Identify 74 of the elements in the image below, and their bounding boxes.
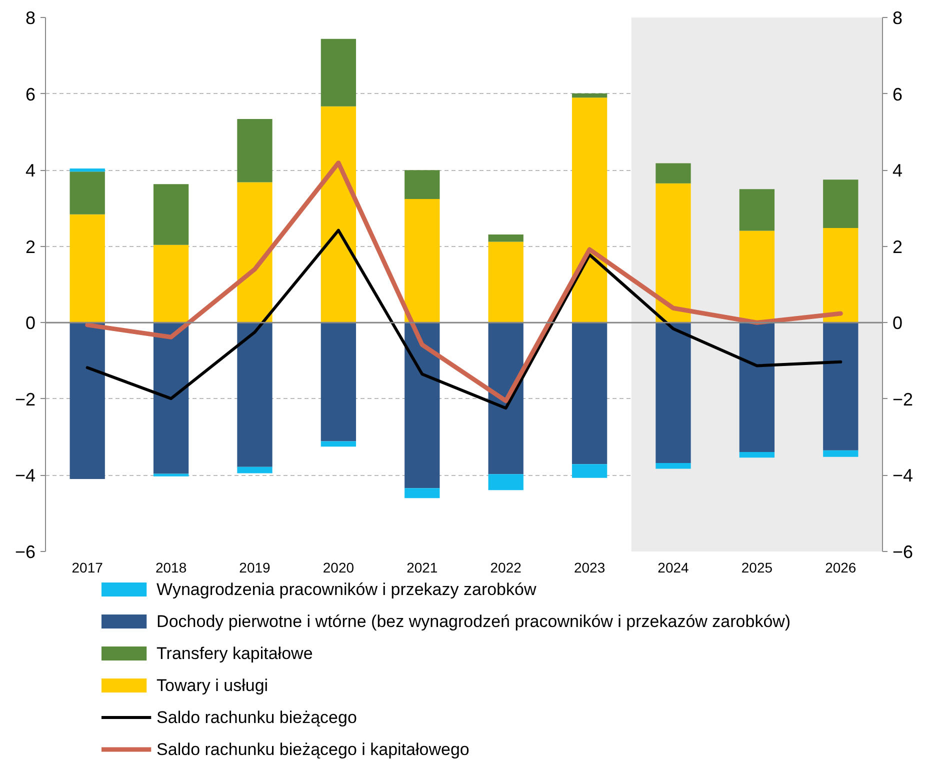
bar: [70, 322, 105, 480]
bar: [656, 463, 691, 469]
bar: [70, 214, 105, 323]
y-tick-label: 0: [25, 313, 36, 334]
y-tick-label: −6: [14, 542, 36, 562]
bar: [656, 183, 691, 323]
bar: [237, 182, 272, 323]
y-tick-label: 8: [25, 8, 36, 28]
y-tick-label: 4: [25, 160, 36, 181]
bar: [320, 441, 356, 447]
x-tick-label: 2023: [574, 560, 606, 576]
x-tick-label: 2020: [322, 560, 354, 576]
bar: [320, 322, 356, 442]
y2-tick-label: −2: [892, 389, 914, 410]
y2-tick-label: 8: [892, 8, 903, 28]
bar: [488, 322, 524, 474]
x-tick-label: 2017: [72, 560, 104, 576]
legend-label: Saldo rachunku bieżącego: [156, 708, 357, 727]
bar: [488, 242, 524, 323]
legend-label: Saldo rachunku bieżącego i kapitałowego: [156, 740, 470, 759]
y2-tick-label: −6: [892, 542, 914, 562]
bar: [739, 452, 775, 458]
bar: [656, 322, 691, 464]
y-tick-label: 6: [25, 84, 36, 104]
bar: [404, 170, 440, 200]
y-tick-label: −4: [14, 466, 36, 486]
bar: [153, 244, 189, 323]
bar: [739, 189, 775, 231]
bar: [404, 322, 440, 488]
bar: [237, 322, 272, 467]
x-tick-label: 2022: [490, 560, 522, 576]
line-series: [85, 160, 843, 404]
bar: [70, 172, 105, 214]
bar: [823, 228, 858, 323]
bar: [488, 234, 524, 242]
bar: [153, 322, 189, 474]
bar: [823, 322, 858, 450]
bar: [572, 322, 608, 464]
bar: [572, 93, 608, 98]
bar: [320, 106, 356, 323]
legend-label: Transfery kapitałowe: [156, 644, 313, 663]
bar: [823, 180, 858, 228]
bar: [237, 466, 272, 474]
bar: [237, 118, 272, 182]
legend-label: Towary i usługi: [156, 676, 268, 695]
x-tick-label: 2024: [658, 560, 690, 576]
bar: [488, 474, 524, 490]
bar: [153, 184, 189, 245]
bar: [404, 199, 440, 323]
legend-label: Wynagrodzenia pracowników i przekazy zarobków: [156, 580, 537, 599]
bar: [572, 98, 608, 323]
x-tick-label: 2021: [406, 560, 438, 576]
bar: [153, 474, 189, 476]
line-series: [86, 228, 842, 410]
bar: [572, 464, 608, 478]
bar: [739, 230, 775, 323]
y2-tick-label: 0: [892, 313, 903, 334]
x-tick-label: 2026: [825, 560, 856, 576]
bar: [656, 163, 691, 184]
bar: [739, 322, 775, 452]
bar: [404, 488, 440, 498]
y-tick-label: 2: [25, 236, 36, 257]
bar: [320, 38, 356, 106]
y2-tick-label: 4: [892, 160, 903, 181]
y2-tick-label: 6: [892, 84, 903, 104]
x-tick-label: 2019: [239, 560, 271, 576]
y-tick-label: −2: [14, 389, 36, 410]
legend-label: Dochody pierwotne i wtórne (bez wynagrodzeń pracowników i przekazów zarobków): [156, 612, 791, 631]
y2-tick-label: −4: [892, 466, 914, 486]
y2-tick-label: 2: [892, 236, 903, 257]
x-tick-label: 2018: [155, 560, 187, 576]
x-tick-label: 2025: [741, 560, 773, 576]
bar: [823, 450, 858, 457]
bar: [70, 168, 105, 172]
